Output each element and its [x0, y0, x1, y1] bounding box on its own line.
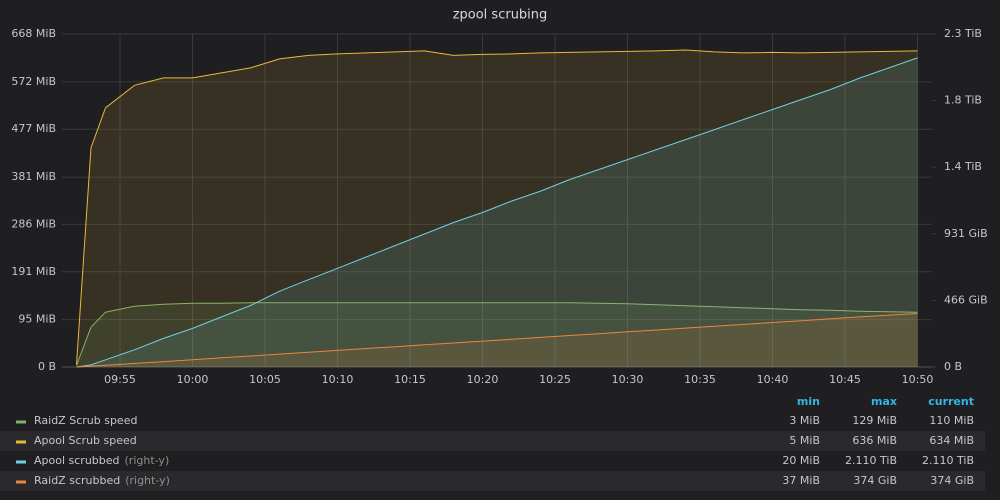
x-tick-label: 10:10	[322, 373, 354, 386]
legend-name[interactable]: Apool scrubbed	[34, 454, 120, 467]
legend-axis-note: (right-y)	[125, 454, 170, 467]
y2-tick-label: 1.8 TiB	[944, 94, 982, 107]
legend-header: current	[928, 395, 974, 408]
area-fill	[76, 50, 918, 367]
legend-name[interactable]: Apool Scrub speed	[34, 434, 137, 447]
legend-stat: 3 MiB	[789, 414, 820, 427]
y-tick-label: 477 MiB	[11, 122, 56, 135]
legend-name[interactable]: RaidZ Scrub speed	[34, 414, 137, 427]
x-tick-label: 10:15	[394, 373, 426, 386]
legend-stat: 2.110 TiB	[922, 454, 974, 467]
y-tick-label: 0 B	[38, 360, 56, 373]
series-line	[76, 57, 918, 368]
y-tick-label: 286 MiB	[11, 217, 56, 230]
x-tick-label: 09:55	[104, 373, 136, 386]
legend-axis-note: (right-y)	[125, 474, 170, 487]
x-tick-label: 10:05	[249, 373, 281, 386]
x-tick-label: 10:30	[612, 373, 644, 386]
y-tick-label: 191 MiB	[11, 265, 56, 278]
y-tick-label: 572 MiB	[11, 75, 56, 88]
series-line	[76, 302, 918, 366]
legend-label[interactable]: Apool Scrub speed	[34, 434, 137, 447]
legend-stat: 110 MiB	[929, 414, 974, 427]
legend-row-bg	[0, 431, 985, 451]
y2-tick-label: 1.4 TiB	[944, 160, 982, 173]
x-tick-label: 10:00	[177, 373, 209, 386]
legend-label[interactable]: RaidZ scrubbed (right-y)	[34, 474, 170, 487]
series-line	[76, 313, 918, 368]
x-tick-label: 10:50	[902, 373, 934, 386]
y2-tick-label: 931 GiB	[944, 227, 988, 240]
legend-stat: 37 MiB	[782, 474, 820, 487]
y2-tick-label: 0 B	[944, 360, 962, 373]
legend-stat: 374 GiB	[930, 474, 974, 487]
x-tick-label: 10:35	[684, 373, 716, 386]
legend-row-bg	[0, 471, 985, 491]
x-tick-label: 10:40	[757, 373, 789, 386]
legend-stat: 5 MiB	[789, 434, 820, 447]
legend-stat: 20 MiB	[782, 454, 820, 467]
legend-label[interactable]: Apool scrubbed (right-y)	[34, 454, 169, 467]
chart-title: zpool scrubing	[453, 8, 548, 23]
legend-stat: 129 MiB	[852, 414, 897, 427]
legend-header: min	[797, 395, 820, 408]
area-fill	[76, 57, 918, 368]
x-tick-label: 10:45	[829, 373, 861, 386]
y-tick-label: 668 MiB	[11, 27, 56, 40]
x-tick-label: 10:20	[467, 373, 499, 386]
y2-tick-label: 466 GiB	[944, 293, 988, 306]
legend-header: max	[871, 395, 897, 408]
legend-stat: 636 MiB	[852, 434, 897, 447]
area-fill	[76, 302, 918, 367]
series-line	[76, 49, 918, 365]
y2-tick-label: 2.3 TiB	[944, 27, 982, 40]
legend-stat: 2.110 TiB	[845, 454, 897, 467]
y-tick-label: 381 MiB	[11, 170, 56, 183]
y-tick-label: 95 MiB	[18, 313, 56, 326]
legend-stat: 374 GiB	[853, 474, 897, 487]
x-tick-label: 10:25	[539, 373, 571, 386]
legend-stat: 634 MiB	[929, 434, 974, 447]
legend-label[interactable]: RaidZ Scrub speed	[34, 414, 137, 427]
legend-name[interactable]: RaidZ scrubbed	[34, 474, 120, 487]
